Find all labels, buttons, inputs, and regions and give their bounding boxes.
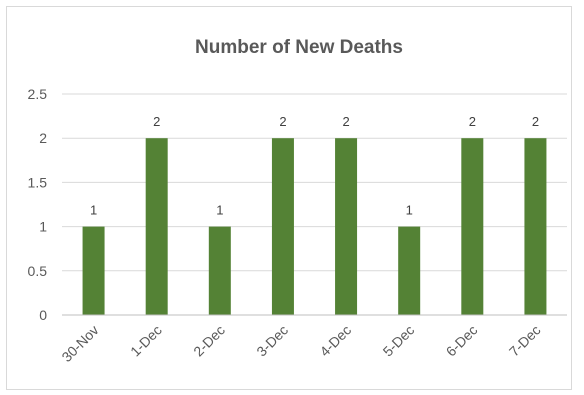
bar bbox=[145, 138, 168, 315]
x-tick-label: 6-Dec bbox=[443, 322, 481, 360]
y-axis-ticks: 0 0.5 1 1.5 2 2.5 bbox=[28, 86, 48, 323]
x-axis-ticks: 30-Nov 1-Dec 2-Dec 3-Dec 4-Dec 5-Dec 6-Dec 7-De… bbox=[58, 322, 543, 365]
bar bbox=[398, 226, 421, 315]
data-label: 2 bbox=[153, 114, 160, 129]
y-tick-label: 1 bbox=[39, 219, 47, 235]
gridlines bbox=[62, 93, 567, 272]
data-labels: 1 2 1 2 2 1 2 2 bbox=[90, 114, 539, 217]
data-label: 2 bbox=[469, 114, 476, 129]
data-label: 1 bbox=[216, 203, 223, 218]
bar bbox=[82, 226, 105, 315]
data-label: 1 bbox=[406, 203, 413, 218]
chart-title: Number of New Deaths bbox=[195, 37, 403, 58]
y-tick-label: 0.5 bbox=[28, 263, 48, 279]
data-label: 2 bbox=[342, 114, 349, 129]
bar bbox=[461, 138, 484, 315]
bar bbox=[208, 226, 231, 315]
x-tick-label: 3-Dec bbox=[253, 322, 291, 360]
bar bbox=[335, 138, 358, 315]
x-tick-label: 30-Nov bbox=[58, 322, 101, 365]
x-tick-label: 4-Dec bbox=[316, 322, 354, 360]
data-label: 2 bbox=[532, 114, 539, 129]
bar bbox=[271, 138, 294, 315]
bars bbox=[82, 138, 547, 315]
y-tick-label: 1.5 bbox=[28, 174, 48, 190]
y-tick-label: 2 bbox=[39, 130, 47, 146]
data-label: 1 bbox=[90, 203, 97, 218]
x-tick-label: 5-Dec bbox=[380, 322, 418, 360]
y-tick-label: 0 bbox=[39, 307, 47, 323]
data-label: 2 bbox=[279, 114, 286, 129]
x-tick-label: 1-Dec bbox=[127, 322, 165, 360]
x-tick-label: 2-Dec bbox=[190, 322, 228, 360]
bar bbox=[524, 138, 547, 315]
x-tick-label: 7-Dec bbox=[506, 322, 544, 360]
y-tick-label: 2.5 bbox=[28, 86, 48, 102]
